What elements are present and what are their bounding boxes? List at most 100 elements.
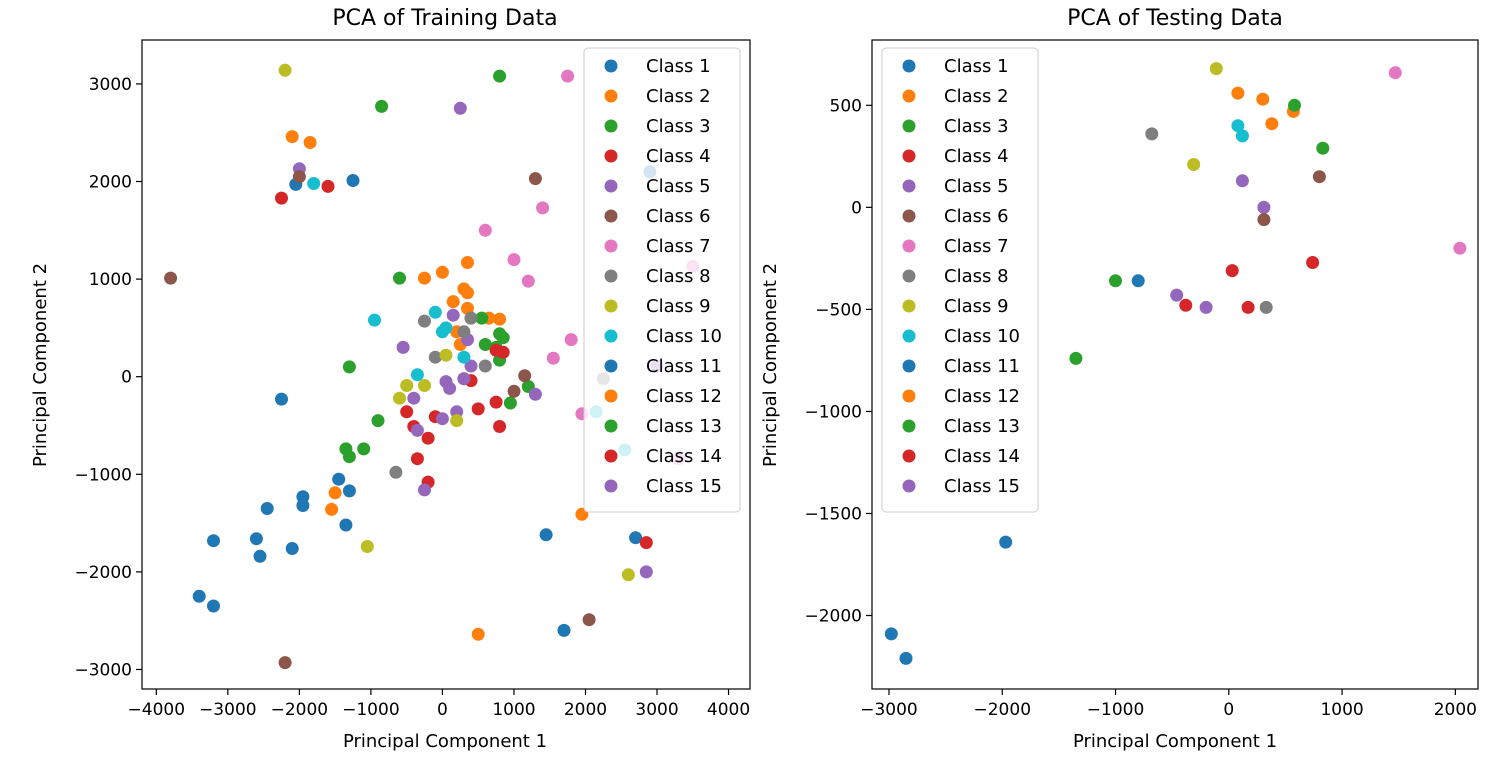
point-class-8 bbox=[1259, 300, 1273, 314]
point-class-1 bbox=[207, 599, 220, 613]
legend-marker-class-12 bbox=[902, 389, 916, 403]
point-class-8 bbox=[428, 350, 442, 364]
legend-label-class-15: Class 15 bbox=[944, 476, 1020, 497]
training-axes: −4000 −3000 −2000 −1000 0 1000 2000 3000 4000 −30… bbox=[74, 75, 750, 720]
point-class-9 bbox=[439, 348, 453, 362]
x-tick-label: 1000 bbox=[492, 700, 535, 720]
point-class-2 bbox=[285, 130, 299, 144]
legend-marker-class-3 bbox=[902, 119, 916, 133]
point-class-3 bbox=[342, 450, 356, 464]
point-class-10 bbox=[1235, 129, 1249, 143]
point-class-9 bbox=[393, 391, 406, 405]
legend-marker-class-14 bbox=[604, 449, 618, 463]
legend-marker-class-6 bbox=[604, 209, 618, 223]
point-class-9 bbox=[418, 379, 431, 392]
legend-marker-class-13 bbox=[604, 419, 618, 433]
point-class-5 bbox=[464, 359, 478, 373]
legend-label-class-11: Class 11 bbox=[646, 356, 722, 377]
point-class-2 bbox=[303, 136, 317, 149]
point-class-1 bbox=[339, 518, 353, 532]
point-class-8 bbox=[1145, 127, 1159, 141]
legend-label-class-14: Class 14 bbox=[944, 446, 1020, 467]
point-class-5 bbox=[639, 565, 653, 579]
point-class-7 bbox=[1453, 241, 1467, 255]
point-class-2 bbox=[328, 486, 342, 500]
legend-label-class-5: Class 5 bbox=[646, 176, 711, 197]
point-class-4 bbox=[400, 405, 414, 419]
point-class-5 bbox=[457, 372, 471, 386]
legend-label-class-4: Class 4 bbox=[646, 146, 711, 167]
point-class-6 bbox=[1257, 213, 1271, 227]
point-class-3 bbox=[1316, 141, 1330, 155]
testing-chart: PCA of Testing Data −3000 −2000 −1000 0 1000… bbox=[760, 6, 1479, 752]
point-class-3 bbox=[371, 414, 385, 428]
legend-marker-class-11 bbox=[604, 359, 618, 373]
x-tick-label: 1000 bbox=[1320, 700, 1363, 720]
point-class-9 bbox=[1209, 62, 1223, 76]
legend-label-class-15: Class 15 bbox=[646, 476, 722, 497]
legend-marker-class-6 bbox=[902, 209, 916, 223]
legend-label-class-11: Class 11 bbox=[944, 356, 1020, 377]
point-class-4 bbox=[421, 431, 435, 445]
legend-marker-class-8 bbox=[902, 269, 916, 283]
point-class-1 bbox=[899, 651, 913, 665]
legend-marker-class-1 bbox=[902, 59, 916, 73]
point-class-4 bbox=[471, 402, 485, 416]
point-class-2 bbox=[1231, 86, 1245, 100]
point-class-5 bbox=[410, 423, 424, 437]
point-class-5 bbox=[443, 381, 457, 395]
point-class-3 bbox=[1069, 351, 1083, 365]
legend-marker-class-15 bbox=[902, 479, 916, 493]
y-tick-label: 1000 bbox=[89, 270, 132, 290]
point-class-10 bbox=[457, 350, 471, 364]
legend-marker-class-4 bbox=[604, 149, 618, 163]
point-class-6 bbox=[1312, 170, 1326, 184]
y-tick-label: −2000 bbox=[804, 607, 862, 627]
training-plot-frame bbox=[141, 39, 751, 690]
training-y-axis-label: Principal Component 2 bbox=[30, 263, 51, 467]
legend-label-class-9: Class 9 bbox=[944, 296, 1009, 317]
legend-marker-class-2 bbox=[902, 89, 916, 103]
legend-marker-class-9 bbox=[604, 299, 618, 313]
legend-box bbox=[881, 47, 1039, 513]
legend-marker-class-10 bbox=[604, 329, 618, 343]
legend-label-class-10: Class 10 bbox=[646, 326, 722, 347]
point-class-7 bbox=[1388, 66, 1402, 80]
point-class-3 bbox=[503, 396, 517, 410]
legend-label-class-7: Class 7 bbox=[944, 236, 1009, 257]
x-tick-label: −1000 bbox=[1087, 700, 1145, 720]
legend-marker-class-8 bbox=[604, 269, 618, 283]
legend-label-class-5: Class 5 bbox=[944, 176, 1009, 197]
legend-label-class-1: Class 1 bbox=[646, 56, 711, 77]
y-tick-label: 3000 bbox=[89, 75, 132, 95]
x-tick-label: −4000 bbox=[128, 700, 186, 720]
legend-marker-class-15 bbox=[604, 479, 618, 493]
point-class-1 bbox=[296, 499, 310, 512]
point-class-3 bbox=[475, 311, 489, 325]
point-class-8 bbox=[389, 465, 403, 479]
point-class-10 bbox=[428, 305, 442, 319]
point-class-9 bbox=[621, 568, 635, 582]
point-class-2 bbox=[461, 256, 474, 269]
point-class-1 bbox=[346, 174, 360, 187]
x-tick-label: 3000 bbox=[635, 700, 678, 720]
point-class-3 bbox=[342, 360, 356, 374]
legend-marker-class-4 bbox=[902, 149, 916, 163]
point-class-2 bbox=[471, 627, 485, 641]
point-class-1 bbox=[285, 542, 299, 555]
point-class-11 bbox=[557, 623, 571, 637]
point-class-6 bbox=[582, 613, 596, 627]
testing-x-axis-label: Principal Component 1 bbox=[1073, 731, 1277, 752]
y-tick-label: −2000 bbox=[74, 563, 132, 583]
point-class-8 bbox=[457, 325, 471, 339]
legend-marker-class-14 bbox=[902, 449, 916, 463]
legend-marker-class-1 bbox=[604, 59, 618, 73]
point-class-6 bbox=[518, 369, 532, 383]
x-tick-label: 0 bbox=[437, 700, 448, 720]
legend-label-class-13: Class 13 bbox=[646, 416, 722, 437]
point-class-7 bbox=[546, 351, 560, 365]
x-tick-label: −1000 bbox=[342, 700, 400, 720]
legend-marker-class-5 bbox=[902, 179, 916, 193]
legend-marker-class-12 bbox=[604, 389, 618, 403]
x-tick-label: 2000 bbox=[564, 700, 607, 720]
